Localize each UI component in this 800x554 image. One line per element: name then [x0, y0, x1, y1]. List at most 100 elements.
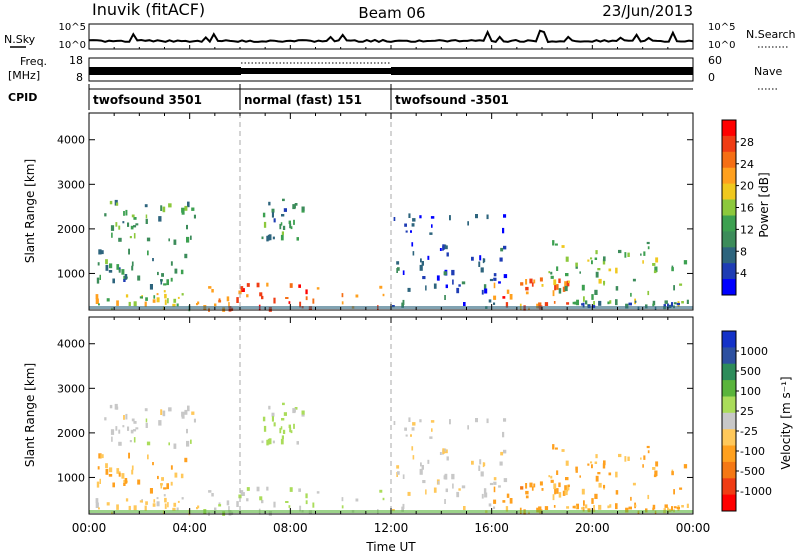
- power-cell-7: [558, 288, 562, 294]
- velocity-cell-7: [679, 487, 683, 490]
- power-cell-8: [652, 300, 656, 306]
- power-cell-7: [550, 271, 553, 275]
- velocity-cell-6: [529, 482, 533, 488]
- power-cell-5: [410, 230, 412, 233]
- velocity-cell-2: [98, 453, 102, 459]
- power-cell-4: [289, 223, 292, 229]
- velocity-cell-5: [486, 418, 489, 424]
- power-cell-6: [533, 279, 536, 284]
- velocity-cell-4: [268, 405, 271, 410]
- velocity-cell-5: [396, 465, 400, 469]
- velocity-cell-1: [115, 426, 118, 431]
- power-cell-5: [442, 244, 445, 250]
- velocity-colorbar-label: Velocity [m s⁻¹]: [779, 376, 793, 469]
- power-cell-7: [655, 257, 659, 263]
- velocity-cell-5: [437, 480, 440, 485]
- velocity-cell-5: [444, 499, 446, 504]
- velocity-cell-2: [166, 483, 169, 490]
- velocity-cell-3: [288, 505, 291, 508]
- velocity-colorbar-frame: [721, 330, 737, 512]
- velocity-cell-5: [443, 475, 447, 480]
- y-tick-label: 4000: [57, 134, 85, 147]
- velocity-cell-4: [281, 435, 284, 439]
- velocity-cell-7: [583, 500, 585, 506]
- power-cell-5: [483, 284, 487, 290]
- power-cell-2: [109, 263, 113, 269]
- power-cell-1: [145, 214, 148, 219]
- velocity-cell-1: [187, 405, 190, 412]
- velocity-cell-4: [289, 427, 292, 433]
- y-tick-label: 1000: [57, 267, 85, 280]
- power-colorbar-swatch: [722, 263, 736, 280]
- power-cell-7: [598, 278, 602, 284]
- power-cell-1: [190, 235, 192, 240]
- velocity-cell-4: [294, 407, 298, 410]
- power-cell-4: [279, 223, 282, 230]
- power-cell-1: [122, 221, 125, 224]
- power-cell-1: [146, 237, 151, 242]
- cpid-segment-0: twofsound 3501: [93, 93, 202, 107]
- power-cell-2: [98, 249, 102, 255]
- power-cell-0: [145, 297, 148, 301]
- power-cell-3: [246, 294, 249, 298]
- power-cell-2: [96, 277, 100, 284]
- velocity-cell-4: [301, 410, 305, 415]
- power-cell-7: [602, 259, 606, 265]
- power-cell-7: [583, 296, 585, 302]
- power-cell-4: [296, 237, 299, 241]
- velocity-cell-6: [525, 483, 528, 489]
- power-cell-6: [552, 290, 555, 297]
- power-cell-5: [503, 274, 508, 279]
- power-cell-8: [572, 301, 576, 305]
- velocity-cell-8: [634, 504, 637, 507]
- velocity-cell-6: [509, 498, 513, 504]
- velocity-cell-0: [98, 507, 100, 510]
- velocity-cell-0: [125, 498, 129, 502]
- velocity-cell-6: [553, 505, 556, 508]
- power-cell-5: [431, 224, 433, 228]
- cpid-segment-1: normal (fast) 151: [244, 93, 362, 107]
- power-cell-8: [686, 299, 689, 304]
- power-cell-1: [104, 213, 107, 217]
- velocity-cell-5: [404, 427, 407, 431]
- nave-tick-top: 60: [708, 54, 722, 67]
- velocity-colorbar-swatch: [722, 347, 736, 365]
- power-cell-8: [634, 300, 637, 303]
- velocity-cell-7: [561, 449, 565, 452]
- power-cell-0: [153, 295, 156, 299]
- power-cell-8: [663, 304, 666, 307]
- x-tick-label: 00:00: [72, 521, 107, 535]
- power-cell-7: [615, 299, 618, 306]
- velocity-cell-1: [135, 427, 139, 430]
- velocity-cell-7: [654, 470, 658, 477]
- y-tick-label: 4000: [57, 338, 85, 351]
- power-cell-7: [548, 271, 550, 274]
- velocity-cell-1: [158, 420, 162, 426]
- velocity-cell-1: [181, 415, 185, 419]
- power-cell-0: [164, 293, 167, 299]
- velocity-cell-1: [104, 417, 107, 421]
- velocity-cell-2: [123, 483, 126, 486]
- velocity-cell-3: [228, 506, 230, 512]
- power-cell-7: [646, 241, 650, 245]
- power-cell-3: [273, 297, 276, 304]
- power-cell-3: [379, 285, 383, 289]
- power-cell-4: [263, 221, 267, 228]
- power-cell-3: [266, 282, 269, 287]
- velocity-cell-5: [408, 417, 411, 422]
- power-cell-7: [590, 257, 593, 260]
- power-cell-3: [261, 295, 264, 300]
- velocity-cell-7: [609, 504, 612, 508]
- power-cell-5: [461, 281, 466, 285]
- velocity-cell-2: [118, 472, 121, 477]
- power-cell-0: [144, 301, 147, 307]
- velocity-cell-0: [153, 499, 156, 503]
- power-cell-8: [664, 300, 668, 304]
- power-cell-0: [156, 293, 159, 296]
- velocity-cell-4: [279, 427, 282, 434]
- power-cell-3: [355, 294, 359, 298]
- velocity-cell-1: [145, 422, 148, 428]
- power-cell-2: [116, 264, 120, 270]
- power-cell-5: [425, 285, 427, 291]
